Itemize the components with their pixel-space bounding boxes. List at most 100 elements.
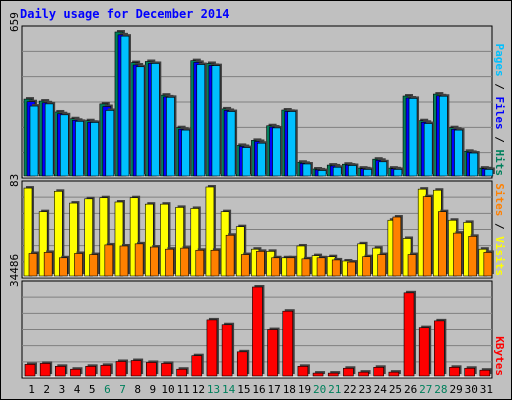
bar <box>75 121 84 177</box>
bar <box>44 103 54 177</box>
x-tick-label: 23 <box>359 383 372 396</box>
bar <box>358 371 369 377</box>
bar <box>43 252 53 277</box>
bar <box>423 123 433 177</box>
bar <box>252 286 263 377</box>
x-tick-label: 21 <box>328 383 341 396</box>
x-tick-label: 14 <box>222 383 236 396</box>
bar <box>434 320 445 377</box>
bar <box>332 166 342 177</box>
bar <box>226 111 236 177</box>
bar <box>134 243 144 277</box>
legend-entry: Hits <box>493 150 506 177</box>
bar <box>438 211 447 277</box>
bar <box>408 98 418 177</box>
bar <box>105 110 115 177</box>
bar <box>469 152 478 177</box>
bar <box>54 190 63 277</box>
bar <box>85 366 96 377</box>
bar <box>90 122 99 177</box>
x-tick-label: 3 <box>59 383 66 396</box>
x-tick-label: 16 <box>252 383 265 396</box>
bar <box>135 66 145 177</box>
bar <box>149 246 159 277</box>
bar <box>70 368 81 377</box>
bar <box>29 105 39 177</box>
bar <box>23 187 33 277</box>
bar <box>195 249 205 277</box>
x-tick-label: 22 <box>343 383 356 396</box>
bar <box>69 202 78 277</box>
bar <box>100 365 112 377</box>
bar <box>130 360 142 377</box>
x-tick-label: 19 <box>298 383 311 396</box>
legend: KBytes <box>493 336 506 376</box>
bar <box>388 371 400 377</box>
bar <box>449 366 460 377</box>
bar <box>180 247 189 277</box>
x-tick-label: 18 <box>283 383 296 396</box>
bar <box>301 258 311 277</box>
bar <box>312 372 324 377</box>
bar <box>176 368 187 377</box>
bar <box>161 363 172 377</box>
x-tick-label: 28 <box>434 383 447 396</box>
bar <box>347 261 356 277</box>
legend-entry: KBytes <box>493 336 506 376</box>
bar <box>74 253 83 277</box>
bar <box>297 366 309 377</box>
bar <box>439 95 448 177</box>
bar <box>175 207 184 277</box>
bar <box>327 372 339 377</box>
bar <box>362 256 371 277</box>
bar <box>144 203 154 277</box>
bar <box>377 254 387 277</box>
bar <box>129 197 139 277</box>
legend-separator: / <box>493 77 506 97</box>
bar <box>241 147 251 177</box>
bar <box>115 361 127 377</box>
bar <box>119 245 129 277</box>
bar <box>24 364 36 377</box>
bar <box>343 367 354 377</box>
bar <box>418 327 430 377</box>
legend-entry: Sites <box>493 183 506 216</box>
bar <box>210 249 220 277</box>
bar <box>403 292 415 377</box>
bar <box>393 169 403 177</box>
x-tick-label: 29 <box>449 383 462 396</box>
bar <box>373 366 385 377</box>
bar <box>256 251 265 277</box>
bar <box>196 64 206 177</box>
bar <box>120 35 130 177</box>
bar <box>150 63 160 177</box>
bar <box>272 127 281 177</box>
x-tick-label: 11 <box>177 383 190 396</box>
x-tick-label: 4 <box>74 383 81 396</box>
bar <box>378 161 388 177</box>
legend-entry: Pages <box>493 44 506 77</box>
bar <box>464 367 475 377</box>
x-tick-label: 24 <box>374 383 388 396</box>
bar <box>257 142 266 177</box>
bar <box>89 254 98 277</box>
x-tick-label: 7 <box>119 383 126 396</box>
bar <box>302 163 312 177</box>
y-tick-label: 34486 <box>8 254 21 287</box>
bar <box>181 129 190 177</box>
bar <box>453 232 462 277</box>
x-tick-label: 20 <box>313 383 326 396</box>
legend-separator: / <box>493 130 506 150</box>
bar <box>267 329 278 377</box>
legend-separator: / <box>493 216 506 236</box>
x-tick-label: 1 <box>28 383 35 396</box>
bar <box>55 366 66 377</box>
y-tick-label: 83 <box>8 174 21 187</box>
bar <box>422 196 432 277</box>
bar <box>392 216 402 277</box>
x-tick-label: 30 <box>465 383 478 396</box>
x-tick-label: 17 <box>268 383 281 396</box>
bar <box>235 226 245 277</box>
bar <box>205 186 215 277</box>
